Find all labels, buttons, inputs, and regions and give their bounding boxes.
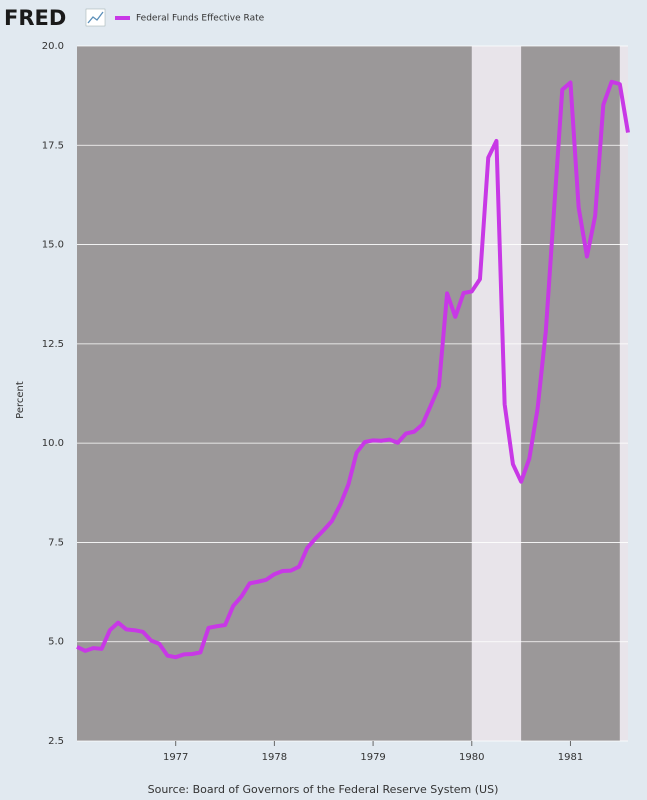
x-tick-label: 1981	[558, 752, 583, 763]
y-tick-label: 7.5	[48, 537, 64, 548]
recession-band	[619, 46, 628, 741]
source: Source: Board of Governors of the Federa…	[148, 783, 499, 796]
legend-label: Federal Funds Effective Rate	[136, 14, 265, 24]
y-tick-label: 17.5	[42, 140, 64, 151]
x-tick-label: 1977	[163, 752, 188, 763]
y-axis-label: Percent	[15, 381, 26, 419]
y-tick-label: 2.5	[48, 736, 64, 747]
x-tick-label: 1979	[360, 752, 385, 763]
data-line	[76, 79, 630, 660]
logo: FRED	[4, 6, 66, 30]
x-tick-label: 1980	[459, 752, 484, 763]
y-tick-label: 12.5	[42, 339, 64, 350]
logo-icon	[85, 8, 106, 27]
y-tick-label: 15.0	[42, 240, 64, 251]
x-tick-label: 1978	[262, 752, 287, 763]
y-tick-label: 10.0	[42, 438, 64, 449]
y-tick-label: 5.0	[48, 637, 64, 648]
plot-area	[77, 46, 628, 741]
y-tick-label: 20.0	[42, 41, 64, 52]
